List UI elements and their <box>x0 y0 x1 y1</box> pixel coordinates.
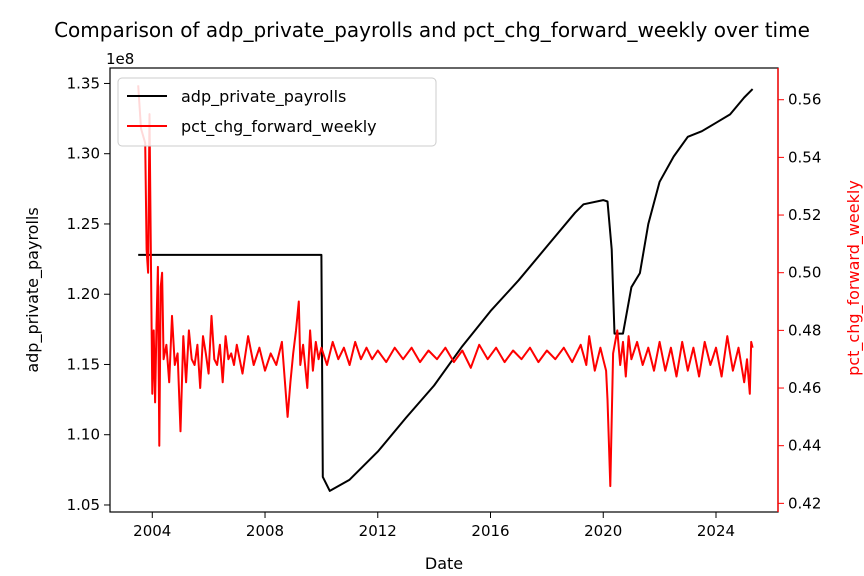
left-axis-multiplier: 1e8 <box>106 50 134 68</box>
legend-box <box>117 77 437 147</box>
x-tick-label: 2008 <box>246 522 284 540</box>
x-axis-label: Date <box>425 554 463 573</box>
left-tick-label: 1.30 <box>67 145 100 163</box>
right-tick-label: 0.44 <box>788 437 821 455</box>
left-tick-label: 1.25 <box>67 215 100 233</box>
left-y-axis: 1.05 1.10 1.15 1.20 1.25 1.30 1.35 <box>67 74 110 514</box>
x-tick-label: 2012 <box>359 522 397 540</box>
x-tick-label: 2004 <box>133 522 171 540</box>
right-tick-label: 0.50 <box>788 264 821 282</box>
x-tick-label: 2020 <box>584 522 622 540</box>
left-tick-label: 1.35 <box>67 74 100 92</box>
x-tick-label: 2024 <box>697 522 735 540</box>
left-tick-label: 1.05 <box>67 496 100 514</box>
legend-label-pct-chg-forward-weekly: pct_chg_forward_weekly <box>181 117 377 137</box>
series-line-pct-chg-forward-weekly <box>137 85 754 488</box>
left-y-axis-label: adp_private_payrolls <box>23 207 43 372</box>
series-layer <box>137 85 754 492</box>
left-tick-label: 1.15 <box>67 355 100 373</box>
right-tick-label: 0.54 <box>788 148 821 166</box>
right-y-axis-label: pct_chg_forward_weekly <box>844 180 864 376</box>
right-tick-label: 0.48 <box>788 321 821 339</box>
left-tick-label: 1.20 <box>67 285 100 303</box>
right-tick-label: 0.56 <box>788 91 821 109</box>
chart-title: Comparison of adp_private_payrolls and p… <box>54 18 810 42</box>
series-line-adp-private-payrolls <box>138 88 754 492</box>
x-tick-label: 2016 <box>471 522 509 540</box>
right-tick-label: 0.42 <box>788 494 821 512</box>
right-y-axis: 0.42 0.44 0.46 0.48 0.50 0.52 0.54 0.56 <box>778 91 821 512</box>
legend-label-adp-private-payrolls: adp_private_payrolls <box>181 87 346 107</box>
left-tick-label: 1.10 <box>67 426 100 444</box>
right-tick-label: 0.52 <box>788 206 821 224</box>
legend: adp_private_payrolls pct_chg_forward_wee… <box>117 77 437 147</box>
right-tick-label: 0.46 <box>788 379 821 397</box>
x-axis: 2004 2008 2012 2016 2020 2024 <box>133 512 735 540</box>
